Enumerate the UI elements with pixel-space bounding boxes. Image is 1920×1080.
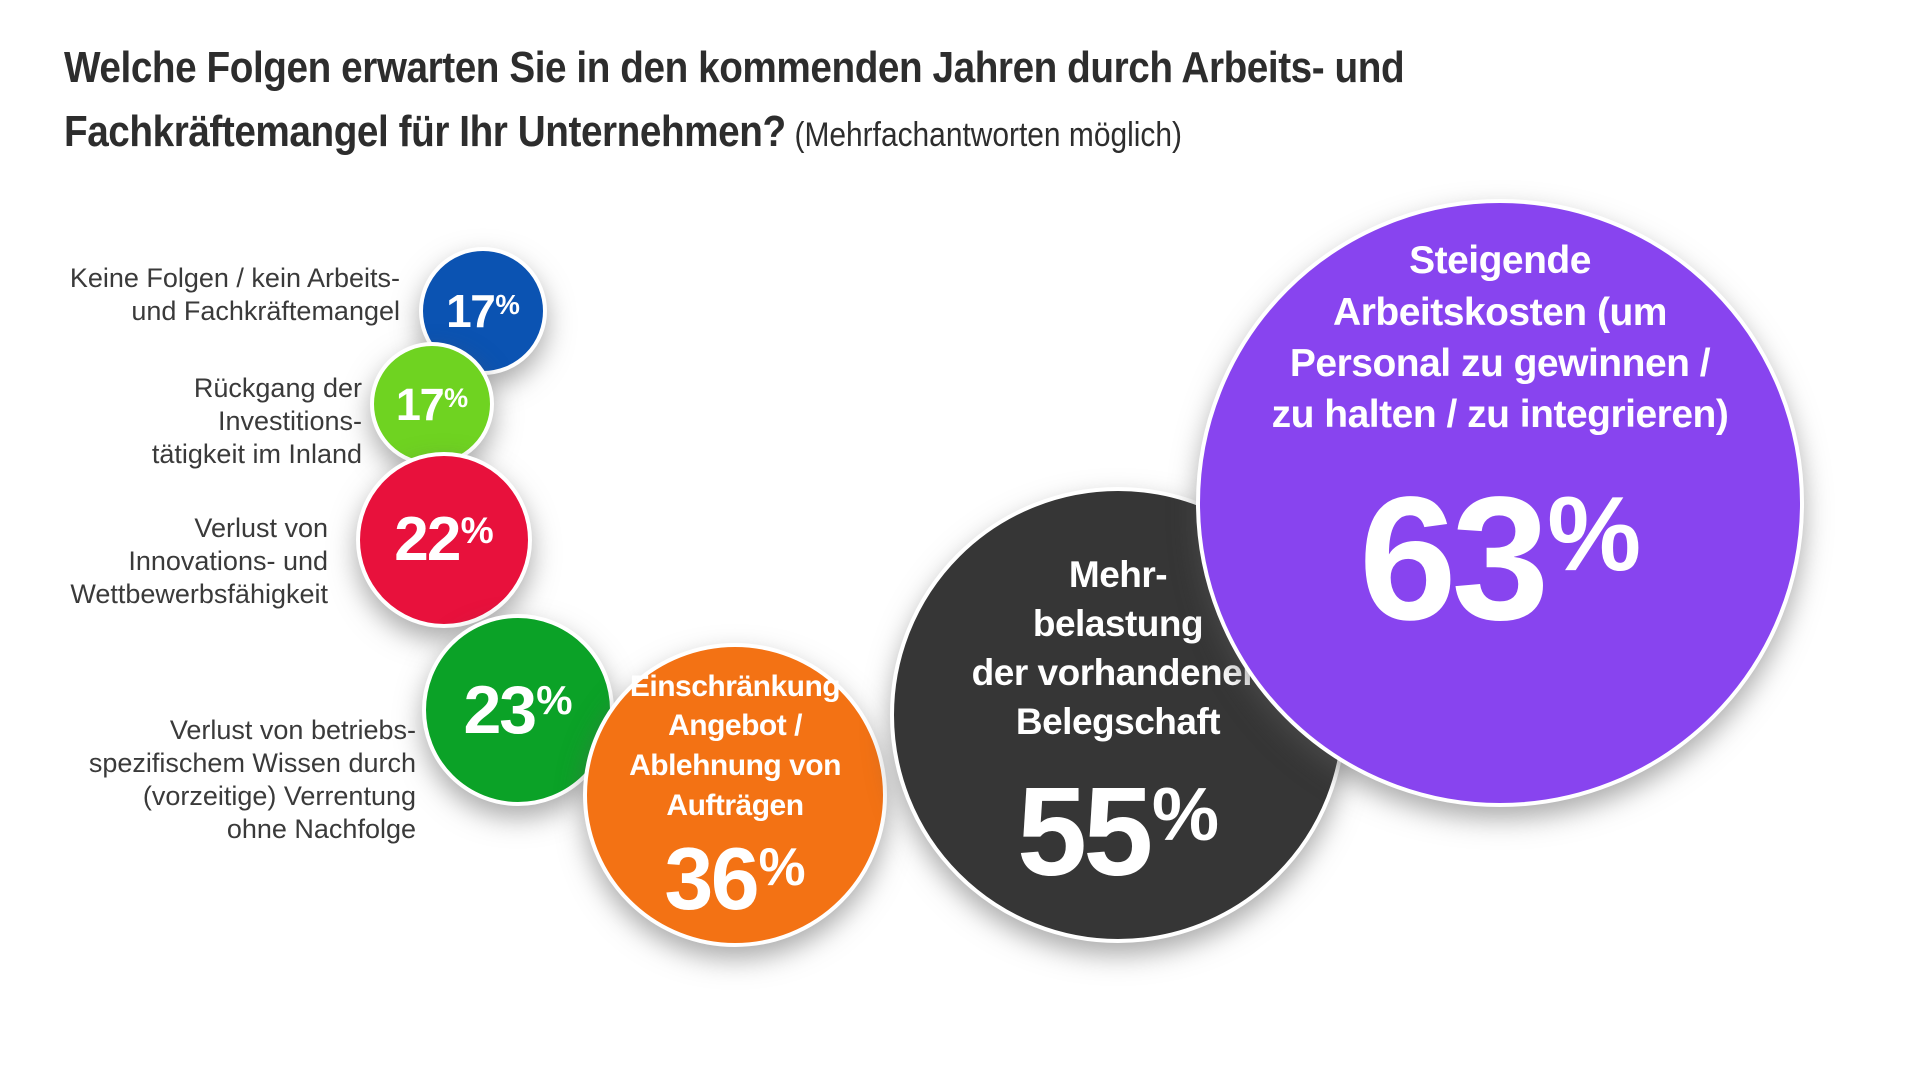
bubble-value-number: 17 xyxy=(395,378,445,430)
bubble-rueckgang-investitionen: 17% xyxy=(370,342,494,466)
percent-sign: % xyxy=(1547,475,1642,594)
bubble-value-number: 63 xyxy=(1358,460,1550,657)
bubble-inside-label: Mehr-belastung der vorhandenen Belegschaft xyxy=(971,554,1265,742)
bubble-value: 55% xyxy=(1017,768,1220,895)
percent-sign: % xyxy=(444,383,469,414)
bubble-value: 63% xyxy=(1359,471,1641,647)
percent-sign: % xyxy=(495,289,520,321)
bubble-outside-label-verlust-innovation: Verlust von Innovations- und Wettbewerbsfä… xyxy=(70,513,328,609)
bubble-verlust-innovation: 22% xyxy=(356,452,532,628)
bubble-value: 23% xyxy=(463,676,572,744)
title-line-2: Fachkräftemangel für Ihr Unternehmen? (Me… xyxy=(64,100,1404,167)
percent-sign: % xyxy=(460,508,494,551)
bubble-einschraenkung-angebot: Einschränkung Angebot / Ablehnung von Auftr… xyxy=(583,643,887,947)
bubble-value-number: 23 xyxy=(463,672,537,748)
bubble-value: 17% xyxy=(396,382,468,427)
percent-sign: % xyxy=(758,837,806,897)
title-line-1: Welche Folgen erwarten Sie in den kommen… xyxy=(64,36,1405,100)
title-note: (Mehrfachantworten möglich) xyxy=(794,116,1182,154)
bubble-value-number: 22 xyxy=(394,505,461,574)
bubble-value: 22% xyxy=(394,509,493,571)
bubble-value-number: 17 xyxy=(446,285,496,337)
bubble-value: 36% xyxy=(664,835,805,923)
bubble-value-number: 55 xyxy=(1016,760,1153,902)
percent-sign: % xyxy=(536,677,573,724)
bubble-steigende-arbeitskosten: Steigende Arbeitskosten (um Personal zu ge… xyxy=(1196,199,1804,807)
bubble-value-number: 36 xyxy=(664,829,759,929)
bubble-outside-label-keine-folgen: Keine Folgen / kein Arbeits-und Fachkräf… xyxy=(69,263,400,326)
title-text-1: Welche Folgen erwarten Sie in den kommen… xyxy=(64,43,1405,92)
bubble-value: 17% xyxy=(446,288,520,334)
bubble-outside-label-verlust-wissen: Verlust von betriebs-spezifischem Wissen… xyxy=(88,715,416,844)
title-text-2: Fachkräftemangel für Ihr Unternehmen? xyxy=(64,107,786,156)
percent-sign: % xyxy=(1151,772,1220,857)
page-title: Welche Folgen erwarten Sie in den kommen… xyxy=(64,36,1587,167)
bubble-inside-label: Steigende Arbeitskosten (um Personal zu ge… xyxy=(1271,239,1729,437)
bubble-inside-label: Einschränkung Angebot / Ablehnung von Auftr… xyxy=(629,669,841,822)
bubble-outside-label-rueckgang-investitionen: Rückgang der Investitions-tätigkeit im In… xyxy=(151,373,362,469)
